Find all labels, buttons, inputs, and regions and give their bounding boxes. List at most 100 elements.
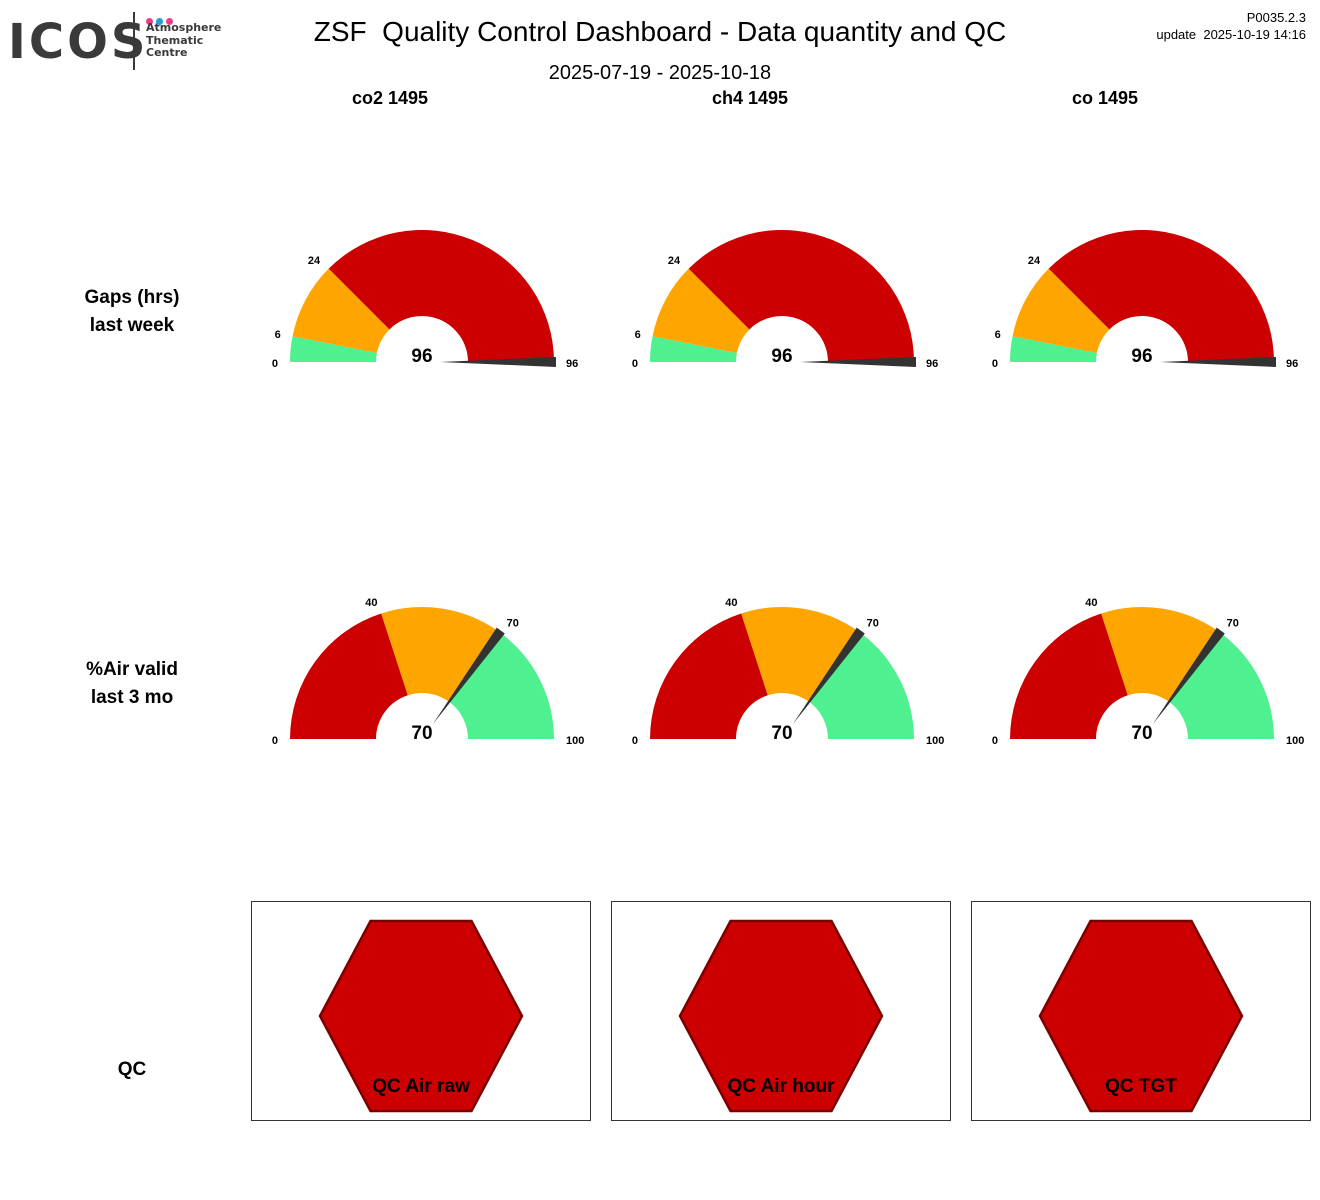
gauge-band-red <box>290 613 408 739</box>
gauge-value-label: 70 <box>411 723 432 744</box>
gauge-tick-label: 0 <box>632 735 638 747</box>
gauge-band-orange <box>1012 268 1110 354</box>
gauge-value-label: 96 <box>1131 346 1152 367</box>
row-label-air-valid: %Air valid last 3 mo <box>32 656 232 712</box>
gauge-gaps-co: 0 6 24 96 96 <box>982 170 1302 430</box>
qc-panel-tgt: QC TGT <box>971 901 1311 1121</box>
gauge-band-red <box>328 230 554 362</box>
logo-line: Atmosphere <box>146 21 222 34</box>
logo-dot <box>146 18 153 25</box>
gauge-band-red <box>1048 230 1274 362</box>
gauge-air-ch4: 0 40 70 100 70 <box>622 547 944 807</box>
gauge-svg: 0 40 70 100 70 <box>272 597 584 747</box>
row-label-line: last 3 mo <box>90 687 174 708</box>
logo-dot <box>166 18 173 25</box>
gauge-needle <box>1152 627 1225 725</box>
gauge-band-orange <box>292 268 390 354</box>
gauge-svg: 0 6 24 96 96 <box>992 230 1298 370</box>
gauge-band-red <box>650 613 768 739</box>
qc-label: QC Air raw <box>372 1076 470 1097</box>
gauge-band-orange <box>652 268 750 354</box>
row-label-qc: QC <box>117 1059 147 1080</box>
gauge-band-green <box>650 336 737 362</box>
row-label-line: last week <box>89 315 175 336</box>
gauge-needle <box>1160 357 1276 367</box>
qc-panel-air-raw: QC Air raw <box>251 901 591 1121</box>
qc-svg: QC Air raw <box>318 919 524 1113</box>
gauge-air-co: 0 40 70 100 70 <box>982 547 1304 807</box>
gauge-tick-label: 70 <box>867 618 879 630</box>
logo-dot <box>156 18 163 25</box>
column-title-co2: co2 1495 <box>351 88 429 108</box>
gauge-needle <box>440 357 556 367</box>
gauge-band-orange <box>1101 607 1220 702</box>
column-title-ch4: ch4 1495 <box>711 88 789 108</box>
qc-status-hexagon <box>318 919 524 1113</box>
gauge-tick-label: 0 <box>992 358 998 370</box>
gauge-needle <box>432 627 505 725</box>
gauge-svg: 0 6 24 96 96 <box>272 230 578 370</box>
logo-wordmark: ICOS <box>8 14 149 70</box>
gauge-gaps-ch4: 0 6 24 96 96 <box>622 170 942 430</box>
gauge-value-label: 96 <box>411 346 432 367</box>
gauge-tick-label: 100 <box>926 735 944 747</box>
gauge-tick-label: 96 <box>566 358 578 370</box>
gauge-value-label: 70 <box>771 723 792 744</box>
gauge-tick-label: 100 <box>1286 735 1304 747</box>
gauge-tick-label: 100 <box>566 735 584 747</box>
row-label-line: Gaps (hrs) <box>84 287 180 308</box>
qc-svg: QC Air hour <box>678 919 884 1113</box>
gauge-air-co2: 0 40 70 100 70 <box>262 547 584 807</box>
gauge-tick-label: 0 <box>992 735 998 747</box>
logo-dots <box>146 12 176 25</box>
gauge-tick-label: 0 <box>632 358 638 370</box>
gauge-tick-label: 6 <box>635 329 641 341</box>
logo-divider <box>133 12 135 70</box>
version-number: P0035.2.3 <box>1246 10 1306 25</box>
gauge-svg: 0 6 24 96 96 <box>632 230 938 370</box>
gauge-tick-label: 96 <box>926 358 938 370</box>
qc-status-hexagon <box>1038 919 1244 1113</box>
gauge-svg: 0 40 70 100 70 <box>992 597 1304 747</box>
row-label-line: %Air valid <box>86 659 178 680</box>
gauge-tick-label: 0 <box>272 735 278 747</box>
qc-label: QC Air hour <box>728 1076 836 1097</box>
update-time: update 2025-10-19 14:16 <box>1156 27 1306 42</box>
gauge-band-green <box>449 632 554 739</box>
gauge-band-green <box>809 632 914 739</box>
gauge-band-orange <box>381 607 500 702</box>
row-label-gaps: Gaps (hrs) last week <box>32 284 232 340</box>
gauge-tick-label: 70 <box>1227 618 1239 630</box>
gauge-tick-label: 40 <box>365 597 377 609</box>
gauge-band-green <box>1010 336 1097 362</box>
gauge-tick-label: 6 <box>995 329 1001 341</box>
version-info: P0035.2.3 update 2025-10-19 14:16 <box>1156 9 1306 43</box>
gauge-tick-label: 40 <box>1085 597 1097 609</box>
dashboard-title: ZSF Quality Control Dashboard - Data qua… <box>313 16 1007 47</box>
date-range: 2025-07-19 - 2025-10-18 <box>548 62 772 84</box>
gauge-needle <box>800 357 916 367</box>
gauge-tick-label: 70 <box>507 618 519 630</box>
gauge-band-red <box>1010 613 1128 739</box>
gauge-tick-label: 40 <box>725 597 737 609</box>
gauge-tick-label: 96 <box>1286 358 1298 370</box>
icos-logo: ICOS Atmosphere Thematic Centre <box>8 10 228 74</box>
gauge-tick-label: 0 <box>272 358 278 370</box>
gauge-svg: 0 40 70 100 70 <box>632 597 944 747</box>
gauge-tick-label: 6 <box>275 329 281 341</box>
qc-status-hexagon <box>678 919 884 1113</box>
qc-svg: QC TGT <box>1038 919 1244 1113</box>
gauge-tick-label: 24 <box>308 255 321 267</box>
gauge-value-label: 96 <box>771 346 792 367</box>
gauge-band-red <box>688 230 914 362</box>
logo-line: Centre <box>146 46 188 59</box>
gauge-tick-label: 24 <box>668 255 681 267</box>
qc-label: QC TGT <box>1105 1076 1177 1097</box>
gauge-needle <box>792 627 865 725</box>
gauge-gaps-co2: 0 6 24 96 96 <box>262 170 582 430</box>
gauge-band-orange <box>741 607 860 702</box>
column-title-co: co 1495 <box>1071 88 1139 108</box>
gauge-band-green <box>1169 632 1274 739</box>
qc-panel-air-hour: QC Air hour <box>611 901 951 1121</box>
logo-subtitle: Atmosphere Thematic Centre <box>146 21 222 60</box>
